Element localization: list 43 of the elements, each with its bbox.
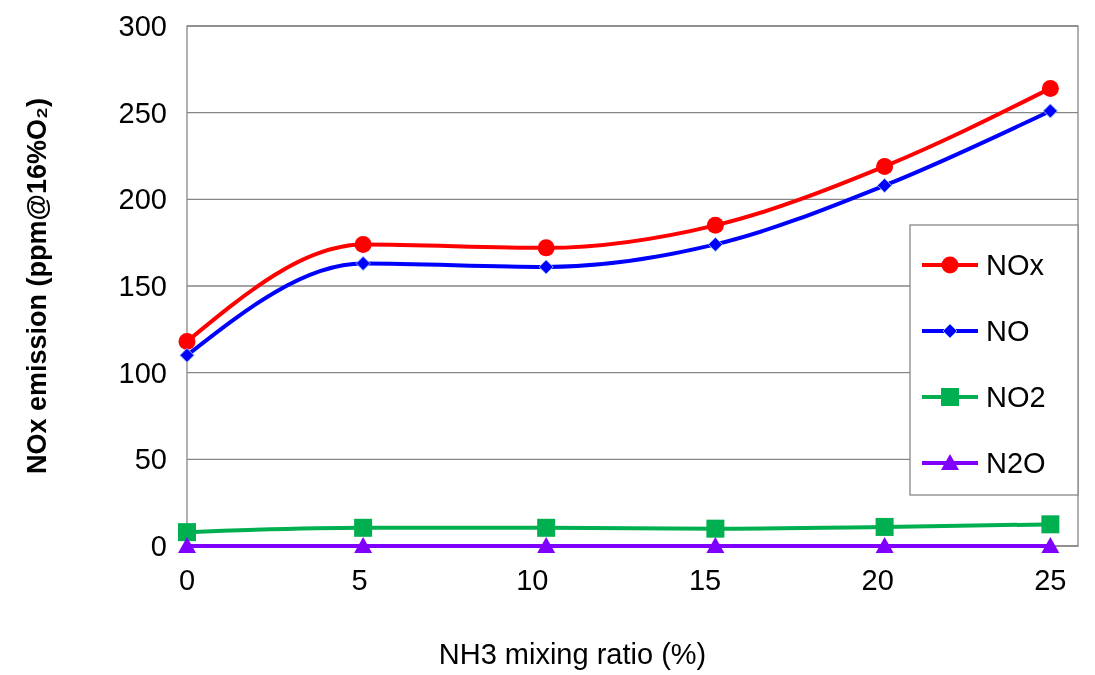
point [1042, 103, 1058, 119]
x-tick-label: 15 [688, 564, 722, 596]
point [537, 518, 556, 537]
y-tick-label: 300 [118, 10, 167, 43]
point [537, 537, 556, 553]
point [876, 157, 894, 175]
y-tick-label: 100 [118, 356, 167, 389]
x-axis-title: NH3 mixing ratio (%) [438, 638, 707, 670]
legend-label: NO [986, 315, 1030, 348]
point [537, 239, 555, 257]
legend-label: NOx [986, 249, 1045, 282]
point [875, 537, 894, 553]
point [706, 537, 725, 553]
point [355, 255, 371, 271]
point [706, 519, 725, 538]
point [875, 517, 894, 536]
point [1041, 515, 1060, 534]
point [707, 236, 723, 252]
point [1041, 79, 1059, 97]
y-tick-label: 200 [118, 183, 167, 216]
y-axis-title: NOx emission (ppm@16%O₂) [22, 98, 52, 474]
point [877, 177, 893, 193]
x-tick-label: 20 [861, 564, 894, 596]
legend-label: N2O [986, 447, 1046, 480]
y-tick-label: 0 [150, 530, 167, 563]
point [354, 235, 372, 253]
x-tick-label: 5 [351, 564, 368, 596]
point [178, 537, 196, 553]
point [178, 332, 196, 350]
point [178, 523, 196, 542]
point [354, 537, 373, 553]
x-tick-label: 25 [1034, 564, 1067, 596]
y-tick-label: 150 [118, 270, 167, 303]
point [179, 347, 195, 363]
point [706, 216, 724, 234]
point [1041, 537, 1060, 553]
point [354, 518, 373, 537]
point [538, 259, 554, 275]
y-tick-label: 50 [134, 443, 167, 476]
x-tick-label: 10 [516, 564, 549, 596]
y-tick-label: 250 [118, 96, 167, 129]
legend-label: NO2 [986, 381, 1046, 414]
x-tick-label: 0 [178, 564, 196, 596]
